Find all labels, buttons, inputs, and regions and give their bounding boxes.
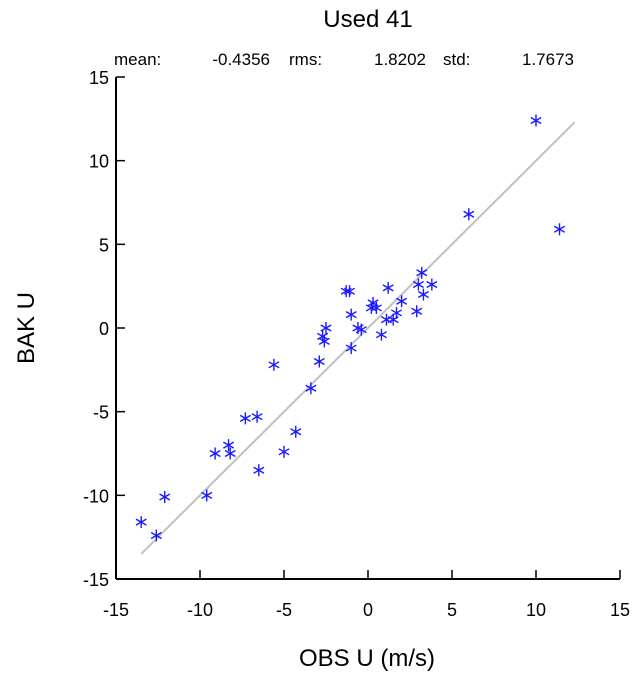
chart-title: Used 41: [323, 6, 412, 33]
axes: -15 -10 -5 0 5 10 15 -15 -10 -5 0 5 10 15: [83, 68, 630, 620]
data-point: [253, 464, 265, 477]
data-point: [380, 313, 393, 326]
data-point: [201, 489, 213, 502]
rms-value: 1.8202: [374, 50, 426, 69]
data-point: [135, 516, 147, 529]
data-point: [530, 114, 542, 127]
data-point: [209, 447, 221, 460]
data-point: [239, 412, 251, 425]
fit-line-group: [140, 121, 576, 555]
data-point: [412, 278, 424, 291]
y-tick-label: -10: [83, 486, 109, 506]
y-tick-label: -15: [83, 570, 109, 590]
y-tick-label: 15: [89, 68, 109, 88]
data-point: [375, 328, 387, 341]
data-point: [290, 425, 302, 438]
data-point: [553, 223, 566, 236]
std-value: 1.7673: [522, 50, 574, 69]
y-tick-label: 10: [89, 152, 109, 172]
data-point: [426, 278, 438, 291]
x-tick-label: 5: [447, 600, 457, 620]
mean-label: mean:: [114, 50, 161, 69]
data-points: [135, 114, 566, 542]
x-tick-label: -15: [103, 600, 129, 620]
y-tick-label: -5: [93, 403, 109, 423]
data-point: [223, 439, 235, 452]
fit-line: [140, 121, 576, 555]
data-point: [417, 288, 429, 301]
x-axis-label: OBS U (m/s): [299, 645, 435, 672]
data-point: [313, 355, 325, 368]
data-point: [268, 358, 280, 371]
data-point: [305, 382, 317, 395]
data-point: [251, 410, 263, 423]
data-point: [370, 301, 382, 314]
x-tick-label: -10: [187, 600, 213, 620]
y-tick-label: 5: [99, 235, 109, 255]
data-point: [224, 447, 236, 460]
rms-label: rms:: [289, 50, 322, 69]
data-point: [345, 308, 357, 321]
x-tick-label: -5: [276, 600, 292, 620]
data-point: [343, 285, 356, 298]
x-tick-label: 10: [526, 600, 546, 620]
data-point: [150, 529, 162, 542]
data-point: [318, 335, 330, 348]
mean-value: -0.4356: [212, 50, 270, 69]
data-point: [463, 208, 475, 221]
std-label: std:: [443, 50, 470, 69]
x-tick-label: 15: [610, 600, 630, 620]
data-point: [278, 445, 290, 458]
y-tick-label: 0: [99, 319, 109, 339]
data-point: [355, 323, 367, 336]
data-point: [382, 281, 394, 294]
data-point: [159, 491, 171, 504]
data-point: [416, 266, 428, 279]
stats-line: mean: -0.4356 rms: 1.8202 std: 1.7673: [114, 50, 574, 69]
data-point: [391, 306, 403, 319]
data-point: [320, 322, 332, 334]
data-point: [411, 305, 423, 318]
data-point: [345, 342, 357, 355]
y-axis-label: BAK U: [13, 292, 40, 364]
x-tick-label: 0: [363, 600, 373, 620]
data-point: [396, 295, 408, 308]
